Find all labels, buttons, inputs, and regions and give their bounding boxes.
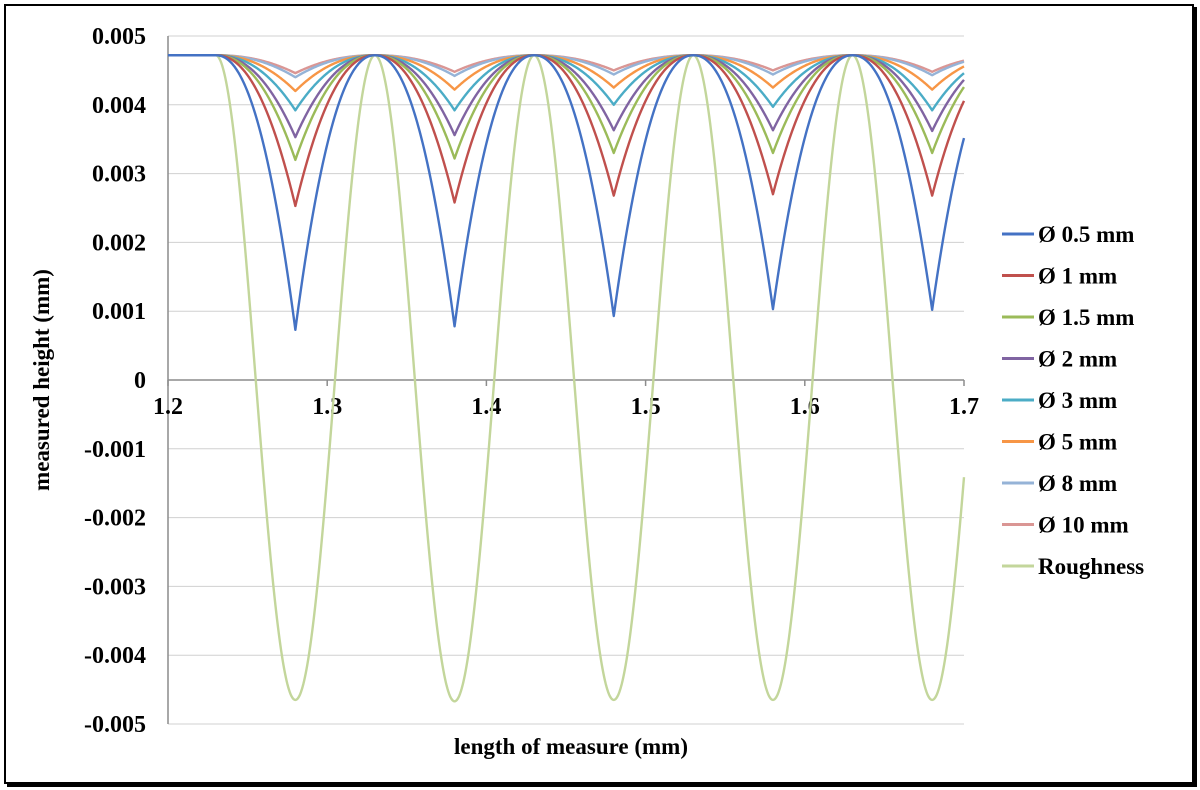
x-tick-labels: 1.2 1.3 1.4 1.5 1.6 1.7 — [153, 394, 979, 420]
legend-label-2: Ø 1.5 mm — [1038, 305, 1134, 330]
series-lines — [167, 54, 966, 703]
y-tick-label-2: 0.003 — [92, 162, 146, 188]
x-tick-label-3: 1.5 — [631, 394, 661, 420]
y-tick-label-4: 0.001 — [92, 299, 146, 325]
series-line-8 — [167, 54, 966, 703]
series-line-0 — [167, 54, 966, 331]
x-tick-label-1: 1.3 — [312, 394, 342, 420]
legend-label-0: Ø 0.5 mm — [1038, 222, 1134, 247]
y-tick-label-0: 0.005 — [92, 24, 146, 50]
y-tick-label-7: -0.002 — [84, 506, 146, 532]
legend-label-8: Roughness — [1038, 554, 1144, 579]
y-axis-title: measured height (mm) — [29, 269, 54, 491]
legend: Ø 0.5 mm Ø 1 mm Ø 1.5 mm Ø 2 mm Ø 3 mm Ø 5 mm… — [1002, 222, 1144, 579]
legend-label-3: Ø 2 mm — [1038, 347, 1117, 372]
y-tick-label-1: 0.004 — [92, 93, 146, 119]
legend-label-5: Ø 5 mm — [1038, 430, 1117, 455]
y-tick-label-3: 0.002 — [92, 230, 146, 256]
series-line-1 — [167, 54, 966, 208]
y-tick-label-10: -0.005 — [84, 712, 146, 738]
y-tick-label-5: 0 — [134, 368, 146, 394]
axes — [167, 36, 965, 724]
legend-label-4: Ø 3 mm — [1038, 388, 1117, 413]
legend-label-1: Ø 1 mm — [1038, 264, 1117, 289]
series-line-2 — [167, 54, 965, 162]
legend-label-6: Ø 8 mm — [1038, 471, 1117, 496]
x-axis-title: length of measure (mm) — [454, 734, 688, 759]
x-tick-label-4: 1.6 — [790, 394, 820, 420]
x-tick-label-2: 1.4 — [471, 394, 501, 420]
x-tick-label-0: 1.2 — [153, 394, 183, 420]
y-tick-label-6: -0.001 — [84, 437, 146, 463]
x-tick-label-5: 1.7 — [949, 394, 979, 420]
y-tick-label-8: -0.003 — [84, 574, 146, 600]
y-tick-label-9: -0.004 — [84, 643, 146, 669]
y-tick-labels: 0.005 0.004 0.003 0.002 0.001 0 -0.001 -0.002 -0… — [84, 24, 146, 738]
chart-frame: 1.2 1.3 1.4 1.5 1.6 1.7 0.005 0.004 0.003 0.002 0… — [4, 4, 1194, 784]
line-chart: 1.2 1.3 1.4 1.5 1.6 1.7 0.0050.0040.0030.0020… — [29, 24, 1144, 759]
legend-label-7: Ø 10 mm — [1038, 513, 1129, 538]
